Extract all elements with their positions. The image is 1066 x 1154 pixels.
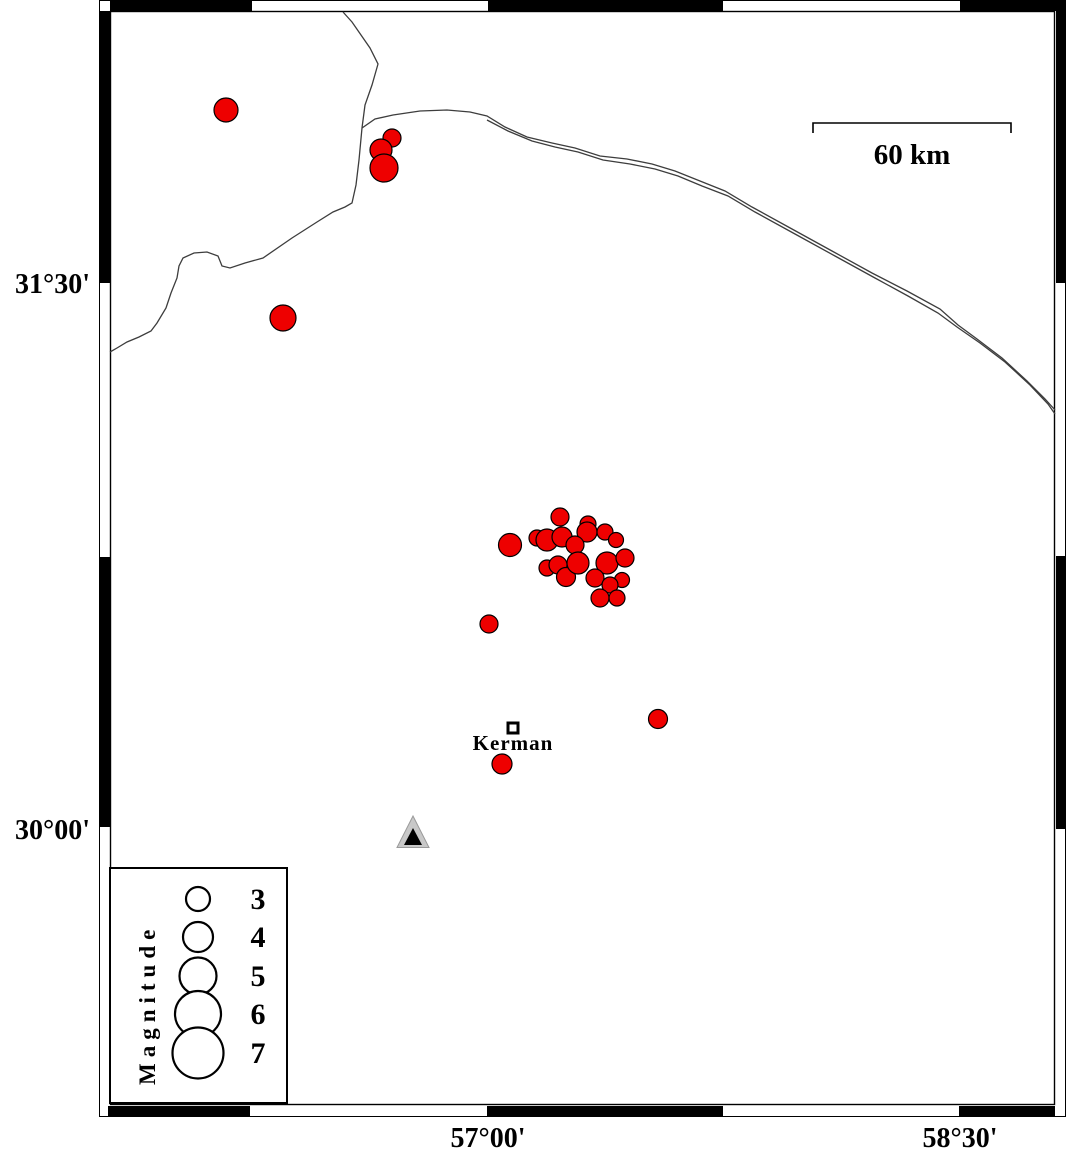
- epicenter-circle: [601, 576, 619, 594]
- axis-label-lat-1: 31°30': [15, 269, 90, 300]
- epicenter-circle: [608, 589, 626, 607]
- earthquake-epicenters: [213, 97, 669, 775]
- epicenter-circle: [479, 614, 499, 634]
- frame-tick-segment: [487, 1106, 723, 1116]
- frame-tick-segment: [1056, 556, 1066, 829]
- epicenter-circle: [590, 588, 610, 608]
- legend-magnitude-circle: [184, 885, 212, 913]
- axis-labels: 31°30' 30°00' 57°00' 58°30': [15, 269, 997, 1154]
- legend-magnitude-label: 3: [251, 883, 266, 916]
- legend-magnitude-label: 4: [251, 921, 266, 954]
- city-marker-kerman: Kerman: [473, 721, 554, 755]
- legend-magnitude-label: 5: [251, 960, 266, 993]
- axis-label-lon-2: 58°30': [923, 1123, 998, 1154]
- city-square-icon: [506, 721, 520, 735]
- legend-title: Magnitude: [135, 924, 160, 1085]
- epicenter-circle: [566, 551, 590, 575]
- river-line: [361, 109, 1056, 411]
- frame-tick-segment: [1056, 11, 1066, 283]
- river-line: [486, 119, 1056, 415]
- epicenter-circle: [369, 153, 399, 183]
- legend-magnitude-label: 6: [251, 998, 266, 1031]
- frame-tick-segment: [100, 557, 110, 827]
- frame-tick-segment: [110, 1, 252, 11]
- epicenter-circle: [497, 532, 523, 558]
- epicenter-circle: [615, 548, 635, 568]
- magnitude-legend: Magnitude 3 4 5 6 7: [109, 867, 288, 1104]
- legend-magnitude-circle: [178, 956, 218, 996]
- legend-magnitude-label: 7: [251, 1037, 266, 1070]
- station-triangle-inner-icon: [404, 828, 422, 845]
- scale-bar-label: 60 km: [874, 139, 951, 171]
- axis-label-lat-2: 30°00': [15, 815, 90, 846]
- epicenter-circle: [607, 531, 625, 549]
- epicenter-circle: [491, 753, 513, 775]
- epicenter-circle: [269, 304, 297, 332]
- frame-tick-segment: [488, 1, 723, 11]
- scale-bar-bracket: [812, 122, 1012, 133]
- station-marker: [396, 814, 430, 848]
- river-line: [109, 11, 379, 353]
- frame-tick-segment: [959, 1106, 1055, 1116]
- legend-magnitude-circle: [171, 1026, 225, 1080]
- epicenter-circle: [555, 566, 577, 588]
- city-label: Kerman: [473, 731, 554, 755]
- frame-tick-segments: [100, 1, 1066, 1116]
- epicenter-circle: [585, 568, 605, 588]
- frame-tick-segment: [108, 1106, 250, 1116]
- axis-label-lon-1: 57°00': [451, 1123, 526, 1154]
- frame-tick-segment: [960, 1, 1066, 11]
- epicenter-circle: [550, 507, 570, 527]
- scale-bar: 60 km: [812, 122, 1012, 171]
- frame-tick-segment: [100, 11, 110, 283]
- epicenter-circle: [565, 535, 585, 555]
- legend-magnitude-circle: [181, 920, 215, 954]
- epicenter-circle: [647, 708, 669, 730]
- epicenter-circle: [213, 97, 239, 123]
- river-lines: [109, 11, 1056, 415]
- legend-entries: 3 4 5 6 7: [171, 883, 266, 1080]
